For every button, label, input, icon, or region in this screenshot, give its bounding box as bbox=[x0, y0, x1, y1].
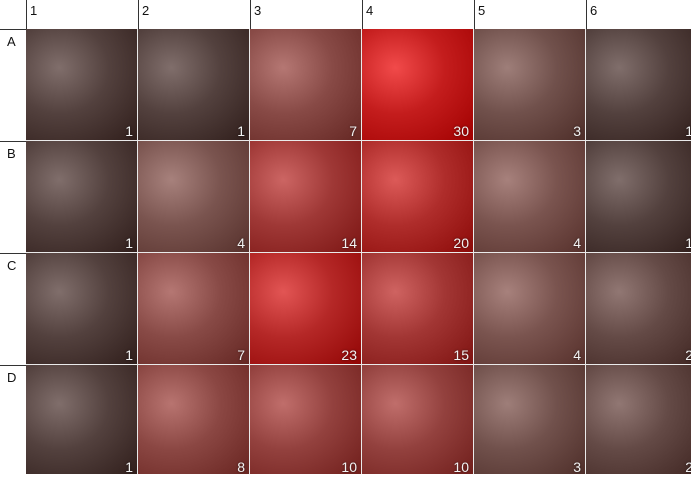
heatmap-cell-value: 1 bbox=[125, 235, 133, 251]
heatmap-cell-D4: 10 bbox=[362, 365, 474, 474]
heatmap-cell-value: 1 bbox=[685, 235, 691, 251]
heatmap-cell-fill bbox=[138, 141, 249, 252]
heatmap-cell-A3: 7 bbox=[250, 29, 362, 141]
heatmap-cell-C1: 1 bbox=[26, 253, 138, 365]
heatmap-cell-C4: 15 bbox=[362, 253, 474, 365]
heatmap-cell-B6: 1 bbox=[586, 141, 691, 253]
heatmap-cell-value: 2 bbox=[685, 459, 691, 474]
heatmap-cell-value: 15 bbox=[453, 347, 469, 363]
heatmap-cell-value: 1 bbox=[685, 123, 691, 139]
heatmap-cell-value: 14 bbox=[341, 235, 357, 251]
heatmap-cell-A2: 1 bbox=[138, 29, 250, 141]
column-label-3: 3 bbox=[250, 0, 362, 29]
heatmap-cell-fill bbox=[362, 365, 473, 474]
column-label-2: 2 bbox=[138, 0, 250, 29]
heatmap-cell-fill bbox=[586, 365, 691, 474]
heatmap-cell-fill bbox=[362, 141, 473, 252]
heatmap-cell-fill bbox=[138, 29, 249, 140]
heatmap-cell-value: 1 bbox=[125, 347, 133, 363]
row-label-D: D bbox=[0, 365, 26, 477]
column-label-5: 5 bbox=[474, 0, 586, 29]
heatmap-cell-fill bbox=[474, 365, 585, 474]
heatmap-cell-value: 7 bbox=[349, 123, 357, 139]
heatmap-cell-fill bbox=[250, 141, 361, 252]
heatmap-cell-A4: 30 bbox=[362, 29, 474, 141]
heatmap-cell-C3: 23 bbox=[250, 253, 362, 365]
row-label-A: A bbox=[0, 29, 26, 141]
heatmap-cell-D3: 10 bbox=[250, 365, 362, 474]
heatmap-cell-B3: 14 bbox=[250, 141, 362, 253]
heatmap-cell-D5: 3 bbox=[474, 365, 586, 474]
heatmap-cell-fill bbox=[26, 141, 137, 252]
column-label-6: 6 bbox=[586, 0, 691, 29]
heatmap-cell-value: 1 bbox=[125, 123, 133, 139]
heatmap-cell-value: 3 bbox=[573, 459, 581, 474]
column-label-1: 1 bbox=[26, 0, 138, 29]
row-label-C: C bbox=[0, 253, 26, 365]
heatmap-cell-fill bbox=[26, 253, 137, 364]
heatmap-cell-B4: 20 bbox=[362, 141, 474, 253]
heatmap-cell-fill bbox=[138, 365, 249, 474]
heatmap-cell-fill bbox=[250, 29, 361, 140]
heatmap-cell-value: 7 bbox=[237, 347, 245, 363]
heatmap-cell-value: 2 bbox=[685, 347, 691, 363]
heatmap-cell-value: 8 bbox=[237, 459, 245, 474]
heatmap-cell-value: 1 bbox=[125, 459, 133, 474]
heatmap-cell-fill bbox=[474, 253, 585, 364]
heatmap-cell-value: 23 bbox=[341, 347, 357, 363]
heatmap-cell-A1: 1 bbox=[26, 29, 138, 141]
heatmap-cell-B5: 4 bbox=[474, 141, 586, 253]
heatmap-cell-value: 4 bbox=[573, 347, 581, 363]
heatmap-grid: 1173031141420411723154218101032 bbox=[26, 29, 691, 474]
heatmap-cell-value: 3 bbox=[573, 123, 581, 139]
heatmap-cell-value: 30 bbox=[453, 123, 469, 139]
heatmap-cell-B1: 1 bbox=[26, 141, 138, 253]
heatmap-cell-D6: 2 bbox=[586, 365, 691, 474]
heatmap-cell-C2: 7 bbox=[138, 253, 250, 365]
heatmap-cell-fill bbox=[362, 29, 473, 140]
heatmap-cell-fill bbox=[250, 365, 361, 474]
heatmap-cell-fill bbox=[586, 253, 691, 364]
heatmap-cell-D1: 1 bbox=[26, 365, 138, 474]
heatmap-cell-C5: 4 bbox=[474, 253, 586, 365]
heatmap-cell-value: 10 bbox=[341, 459, 357, 474]
column-label-4: 4 bbox=[362, 0, 474, 29]
heatmap-cell-A6: 1 bbox=[586, 29, 691, 141]
heatmap-cell-value: 1 bbox=[237, 123, 245, 139]
heatmap-cell-fill bbox=[138, 253, 249, 364]
heatmap-cell-value: 4 bbox=[237, 235, 245, 251]
heatmap-cell-fill bbox=[362, 253, 473, 364]
heatmap-cell-value: 20 bbox=[453, 235, 469, 251]
heatmap-cell-B2: 4 bbox=[138, 141, 250, 253]
heatmap-cell-fill bbox=[474, 141, 585, 252]
heatmap-cell-fill bbox=[250, 253, 361, 364]
heatmap-cell-A5: 3 bbox=[474, 29, 586, 141]
heatmap-cell-value: 4 bbox=[573, 235, 581, 251]
heatmap-cell-fill bbox=[586, 29, 691, 140]
heatmap-cell-fill bbox=[474, 29, 585, 140]
heatmap-cell-fill bbox=[26, 29, 137, 140]
heatmap-cell-C6: 2 bbox=[586, 253, 691, 365]
heatmap-cell-value: 10 bbox=[453, 459, 469, 474]
row-label-B: B bbox=[0, 141, 26, 253]
heatmap-cell-fill bbox=[586, 141, 691, 252]
heatmap-cell-fill bbox=[26, 365, 137, 474]
heatmap-cell-D2: 8 bbox=[138, 365, 250, 474]
